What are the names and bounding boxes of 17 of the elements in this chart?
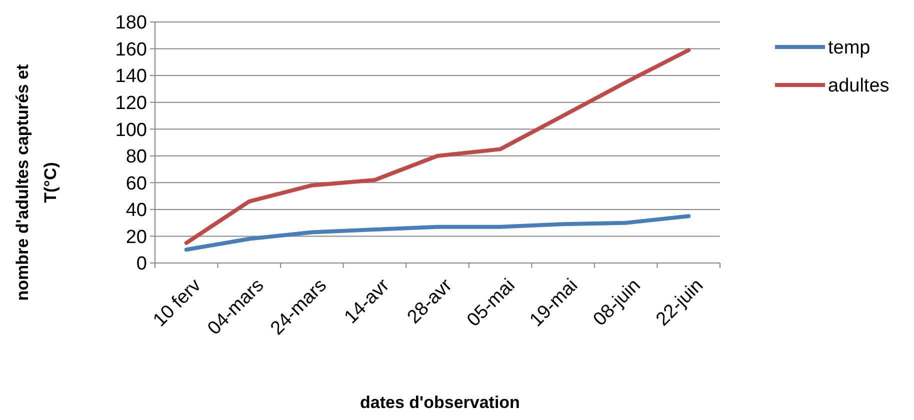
y-tick-label: 20 xyxy=(126,226,147,248)
y-tick-label: 80 xyxy=(126,146,147,168)
y-tick-label: 120 xyxy=(115,92,147,114)
y-tick-label: 140 xyxy=(115,66,147,88)
y-tick-label: 40 xyxy=(126,200,147,222)
y-axis-title: nombre d'adultes capturés et T(°C) xyxy=(13,64,60,301)
x-axis-title: dates d'observation xyxy=(360,393,520,412)
y-tick-label: 100 xyxy=(115,120,147,141)
x-tick-label: 10 ferv xyxy=(149,274,206,332)
legend-label: temp xyxy=(828,38,870,59)
y-tick-label: 0 xyxy=(136,254,147,275)
y-tick-label: 160 xyxy=(115,39,147,60)
y-tick-label: 180 xyxy=(115,12,147,34)
y-tick-label: 60 xyxy=(126,173,147,194)
legend-label: adultes xyxy=(828,76,890,97)
line-series xyxy=(184,214,691,252)
line-series xyxy=(184,48,691,245)
